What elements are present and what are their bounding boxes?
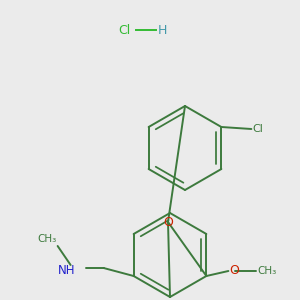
Text: CH₃: CH₃ bbox=[257, 266, 277, 276]
Text: O: O bbox=[230, 265, 239, 278]
Text: Cl: Cl bbox=[118, 23, 130, 37]
Text: CH₃: CH₃ bbox=[38, 234, 57, 244]
Text: Cl: Cl bbox=[252, 124, 263, 134]
Text: NH: NH bbox=[58, 263, 76, 277]
Text: O: O bbox=[163, 215, 173, 229]
Text: H: H bbox=[158, 23, 167, 37]
